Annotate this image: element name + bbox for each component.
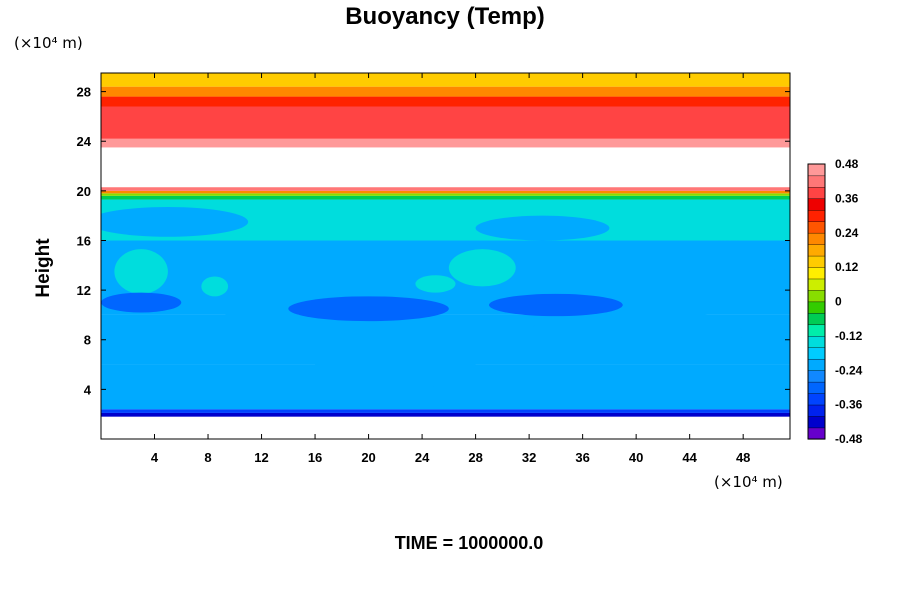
y-tick-label: 24 xyxy=(77,134,92,149)
contour-band xyxy=(101,138,790,148)
colorbar-swatch xyxy=(807,278,826,291)
colorbar-tick-label: 0.36 xyxy=(835,191,859,205)
colorbar-tick-label: 0 xyxy=(835,295,842,309)
contour-band xyxy=(101,190,790,194)
contour-band xyxy=(101,416,790,439)
y-tick-label: 28 xyxy=(77,85,91,100)
contour-band xyxy=(101,106,790,139)
colorbar-swatch xyxy=(807,198,826,211)
plot-frame xyxy=(100,72,791,440)
contour-patch xyxy=(415,275,456,293)
colorbar-swatch xyxy=(807,209,826,222)
colorbar-tick-label: -0.12 xyxy=(835,329,863,343)
time-label: TIME = 1000000.0 xyxy=(395,533,544,553)
colorbar-swatch xyxy=(807,232,826,245)
colorbar-tick-label: -0.36 xyxy=(835,398,863,412)
x-tick-label: 24 xyxy=(415,450,430,465)
y-tick-label: 8 xyxy=(84,333,91,348)
x-unit-label: (×10⁴ m) xyxy=(714,473,783,491)
colorbar: 0.48 0.36 0.24 0.12 0 -0.12 -0.24 -0.36 -0.48 xyxy=(807,157,863,446)
colorbar-swatch xyxy=(807,312,826,326)
contour-patch xyxy=(488,293,623,317)
colorbar-swatch xyxy=(807,324,826,337)
colorbar-tick-label: -0.24 xyxy=(835,363,863,377)
x-tick-label: 20 xyxy=(361,450,375,465)
contour-band xyxy=(101,412,790,417)
x-tick-label: 36 xyxy=(575,450,589,465)
y-unit-label: (×10⁴ m) xyxy=(14,34,83,52)
contour-band xyxy=(101,73,790,87)
contour-patch xyxy=(274,246,382,272)
colorbar-swatch xyxy=(807,335,826,348)
contour-patch xyxy=(101,292,182,313)
contour-band xyxy=(101,193,790,196)
colorbar-swatch xyxy=(807,266,826,280)
contour-band xyxy=(101,409,790,413)
chart-title: Buoyancy (Temp) xyxy=(345,3,545,30)
x-tick-label: 48 xyxy=(736,450,750,465)
colorbar-tick-label: 0.24 xyxy=(835,226,859,240)
plot-area xyxy=(100,72,791,440)
y-tick-label: 16 xyxy=(77,233,91,248)
contour-patch xyxy=(101,206,249,237)
colorbar-swatch xyxy=(807,358,826,371)
colorbar-swatch xyxy=(807,415,826,429)
contour-patch xyxy=(201,276,229,297)
colorbar-swatch xyxy=(807,301,826,314)
colorbar-swatch xyxy=(807,221,826,234)
colorbar-swatch xyxy=(807,175,826,188)
y-tick-label: 4 xyxy=(84,382,92,397)
colorbar-swatch xyxy=(807,404,826,417)
contour-patch xyxy=(529,308,744,359)
colorbar-swatch xyxy=(807,381,826,394)
colorbar-swatch xyxy=(807,186,826,199)
y-axis-label: Height xyxy=(33,238,54,298)
colorbar-swatch xyxy=(807,427,826,440)
x-axis: 4 8 12 16 20 24 28 32 36 40 44 48 xyxy=(151,73,750,465)
y-axis: 4 8 12 16 20 24 28 xyxy=(77,85,790,397)
colorbar-tick-label: -0.48 xyxy=(835,432,863,446)
contour-patch xyxy=(221,306,302,337)
contour-patch xyxy=(676,240,784,278)
colorbar-swatch xyxy=(807,370,826,383)
contour-band xyxy=(101,147,790,188)
contour-patch xyxy=(315,339,476,390)
x-tick-label: 32 xyxy=(522,450,536,465)
x-tick-label: 28 xyxy=(468,450,482,465)
y-tick-label: 12 xyxy=(77,283,91,298)
colorbar-swatch xyxy=(807,347,826,360)
x-tick-label: 44 xyxy=(682,450,697,465)
x-tick-label: 8 xyxy=(204,450,211,465)
colorbar-tick-label: 0.12 xyxy=(835,260,859,274)
colorbar-tick-label: 0.48 xyxy=(835,157,859,171)
x-tick-label: 4 xyxy=(151,450,159,465)
colorbar-swatch xyxy=(807,392,826,406)
colorbar-swatch xyxy=(807,255,826,268)
contour-patch xyxy=(448,249,516,287)
colorbar-swatch xyxy=(807,244,826,257)
contour-field xyxy=(101,73,790,439)
colorbar-swatch xyxy=(807,163,826,177)
x-tick-label: 40 xyxy=(629,450,643,465)
contour-band xyxy=(101,86,790,97)
x-tick-label: 16 xyxy=(308,450,322,465)
contour-patch xyxy=(475,215,610,241)
contour-patch xyxy=(114,249,168,294)
contour-band xyxy=(101,195,790,200)
colorbar-frame xyxy=(807,163,826,440)
contour-band xyxy=(101,187,790,191)
x-tick-label: 12 xyxy=(254,450,268,465)
colorbar-swatch xyxy=(807,289,826,303)
contour-patch xyxy=(288,296,449,322)
y-tick-label: 20 xyxy=(77,184,91,199)
contour-band xyxy=(101,96,790,107)
